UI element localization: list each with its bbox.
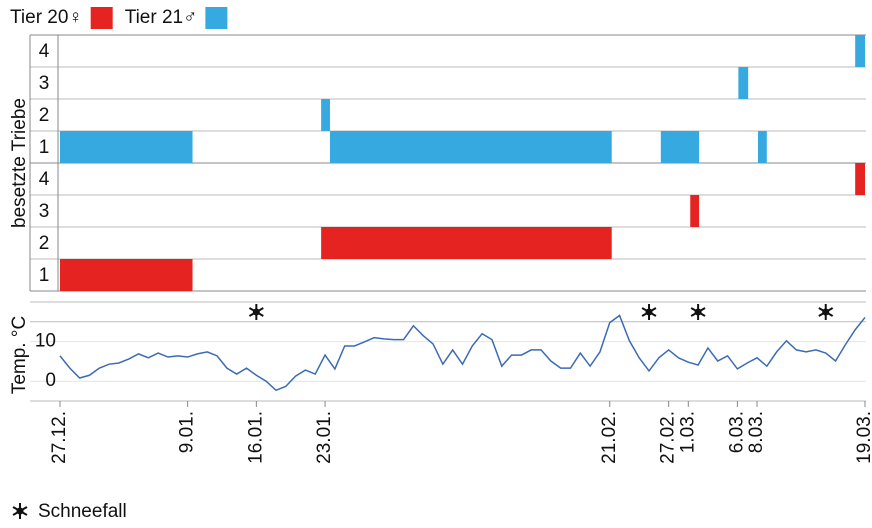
level-label: 1 <box>39 137 50 158</box>
y-tick-label: 10 <box>35 331 56 352</box>
level-label: 4 <box>39 41 50 62</box>
level-label: 4 <box>39 169 50 190</box>
x-tick-label: 27.12. <box>49 411 70 464</box>
snowfall-marker <box>248 304 264 320</box>
x-tick-label: 27.02. <box>658 411 679 464</box>
level-label: 3 <box>39 201 50 222</box>
y-tick-label: 0 <box>45 370 56 391</box>
occupancy-bar <box>855 35 865 67</box>
occupancy-bar <box>660 131 700 163</box>
occupancy-bar <box>60 259 193 291</box>
snowflake-core <box>16 507 24 515</box>
snowflake-stroke <box>818 307 834 317</box>
snowflake-core <box>822 308 830 316</box>
x-tick-label: 9.01. <box>177 411 198 453</box>
snowfall-marker <box>690 304 706 320</box>
x-tick-label: 23.01. <box>314 411 335 464</box>
legend-swatch <box>90 7 113 29</box>
level-label: 3 <box>39 73 50 94</box>
x-tick-label: 16.01. <box>245 411 266 464</box>
x-tick-label: 21.02. <box>599 411 620 464</box>
occupancy-bar <box>855 163 865 195</box>
y-axis-label: besetzte Triebe <box>9 98 30 228</box>
occupancy-bar <box>738 67 749 99</box>
x-tick-label: 8.03. <box>746 411 767 453</box>
snowflake-stroke <box>690 307 706 317</box>
occupancy-bar <box>757 131 767 163</box>
x-tick-label: 19.03. <box>854 411 872 464</box>
x-tick-label: 1.03. <box>677 411 698 453</box>
snowfall-marker <box>641 304 657 320</box>
snowflake-core <box>694 308 702 316</box>
snowflake-core <box>645 308 653 316</box>
occupancy-bar <box>321 99 330 131</box>
legend-label: Tier 20♀ <box>10 7 83 28</box>
legend-snowflake <box>12 503 28 519</box>
occupancy-bar <box>321 227 612 259</box>
temperature-line <box>59 314 866 392</box>
occupancy-bar <box>690 195 700 227</box>
snowfall-marker <box>818 304 834 320</box>
snowflake-stroke <box>641 307 657 317</box>
occupancy-bar <box>60 131 193 163</box>
snowflake-stroke <box>12 506 28 516</box>
x-tick-label: 6.03. <box>726 411 747 453</box>
temp-axis-label: Temp. °C <box>9 316 30 394</box>
legend-swatch <box>205 7 228 29</box>
legend-label: Schneefall <box>38 501 127 522</box>
occupancy-bar <box>329 131 612 163</box>
snowflake-stroke <box>248 307 264 317</box>
snowflake-core <box>252 308 260 316</box>
level-label: 1 <box>39 265 50 286</box>
level-label: 2 <box>39 233 50 254</box>
legend-label: Tier 21♂ <box>125 7 198 28</box>
level-label: 2 <box>39 105 50 126</box>
